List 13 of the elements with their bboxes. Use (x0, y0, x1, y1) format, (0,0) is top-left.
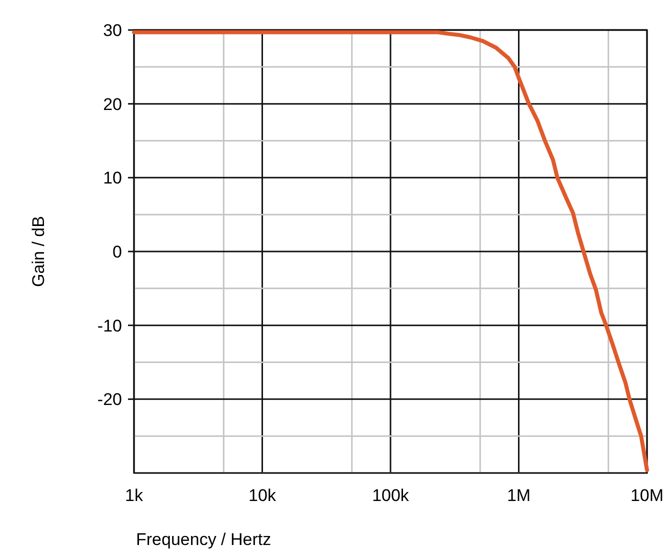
x-axis-title: Frequency / Hertz (136, 530, 272, 549)
x-tick-label: 10k (248, 486, 276, 505)
x-tick-label: 100k (372, 486, 410, 505)
x-tick-label: 10M (630, 486, 664, 505)
y-tick-label: 30 (103, 20, 122, 40)
x-tick-label: 1k (125, 486, 144, 505)
y-tick-label: -10 (97, 316, 122, 336)
y-tick-label: 20 (103, 94, 122, 114)
y-tick-label: -20 (97, 390, 122, 410)
x-tick-label: 1M (506, 486, 531, 505)
y-tick-label: 0 (112, 242, 122, 262)
y-tick-label: 10 (103, 168, 122, 188)
y-axis-title: Gain / dB (29, 216, 48, 287)
